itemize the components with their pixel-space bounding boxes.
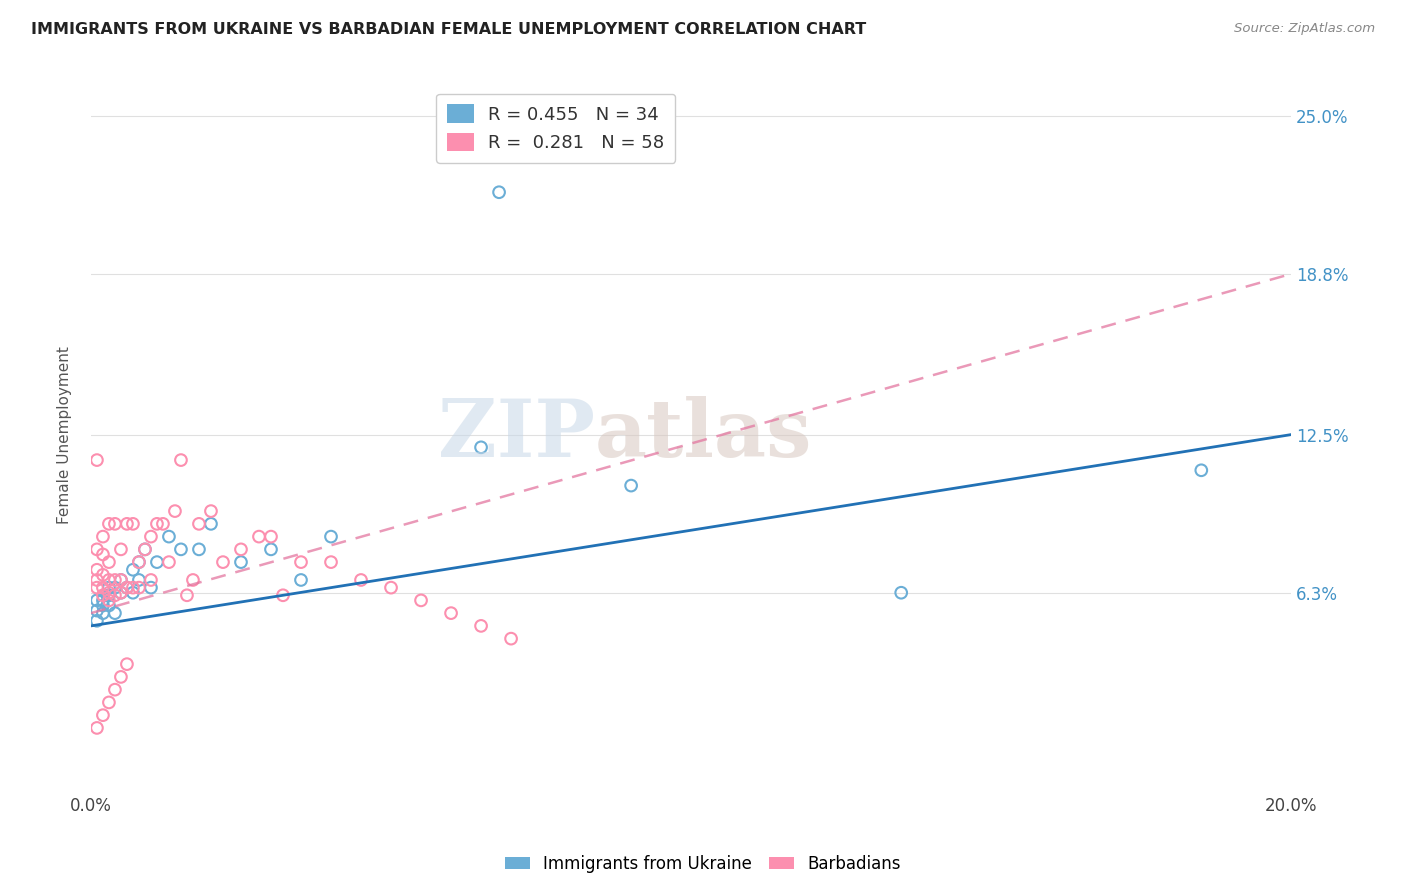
Point [122, 585, 145, 599]
Point [97, 599, 120, 613]
Point [97, 593, 120, 607]
Point [86, 721, 108, 735]
Legend: Immigrants from Ukraine, Barbadians: Immigrants from Ukraine, Barbadians [499, 848, 907, 880]
Point [290, 555, 312, 569]
Point [163, 504, 186, 518]
Point [91, 567, 114, 582]
Text: Source: ZipAtlas.com: Source: ZipAtlas.com [1234, 22, 1375, 36]
Point [1189, 463, 1212, 477]
Point [86, 614, 108, 628]
Point [380, 581, 402, 595]
Point [271, 588, 294, 602]
Point [128, 555, 150, 569]
Text: atlas: atlas [595, 395, 813, 474]
Point [290, 573, 312, 587]
Point [97, 581, 120, 595]
Point [97, 695, 120, 709]
Point [110, 542, 132, 557]
Point [122, 516, 145, 531]
Point [91, 708, 114, 723]
Point [122, 581, 145, 595]
Point [110, 585, 132, 599]
Point [620, 478, 643, 492]
Point [91, 593, 114, 607]
Point [104, 682, 127, 697]
Point [229, 542, 252, 557]
Point [229, 555, 252, 569]
Point [97, 588, 120, 602]
Point [104, 606, 127, 620]
Point [260, 530, 283, 544]
Point [91, 548, 114, 562]
Point [139, 581, 162, 595]
Point [181, 573, 204, 587]
Text: IMMIGRANTS FROM UKRAINE VS BARBADIAN FEMALE UNEMPLOYMENT CORRELATION CHART: IMMIGRANTS FROM UKRAINE VS BARBADIAN FEM… [31, 22, 866, 37]
Point [200, 516, 222, 531]
Point [470, 440, 492, 454]
Point [97, 573, 120, 587]
Legend: R = 0.455   N = 34, R =  0.281   N = 58: R = 0.455 N = 34, R = 0.281 N = 58 [436, 94, 675, 163]
Point [86, 453, 108, 467]
Point [146, 516, 169, 531]
Point [319, 530, 342, 544]
Point [247, 530, 270, 544]
Point [97, 555, 120, 569]
Point [115, 581, 138, 595]
Point [86, 563, 108, 577]
Point [104, 573, 127, 587]
Point [170, 542, 193, 557]
Point [86, 542, 108, 557]
Point [104, 581, 127, 595]
Point [104, 588, 127, 602]
Point [212, 555, 235, 569]
Point [188, 516, 211, 531]
Point [110, 573, 132, 587]
Point [157, 530, 180, 544]
Point [134, 542, 156, 557]
Point [86, 573, 108, 587]
Point [86, 593, 108, 607]
Point [139, 530, 162, 544]
Text: ZIP: ZIP [439, 395, 595, 474]
Point [350, 573, 373, 587]
Point [115, 581, 138, 595]
Point [128, 555, 150, 569]
Y-axis label: Female Unemployment: Female Unemployment [58, 345, 72, 524]
Point [110, 573, 132, 587]
Point [91, 530, 114, 544]
Point [91, 581, 114, 595]
Point [86, 581, 108, 595]
Point [128, 573, 150, 587]
Point [134, 542, 156, 557]
Point [200, 504, 222, 518]
Point [409, 593, 432, 607]
Point [488, 186, 510, 200]
Point [128, 581, 150, 595]
Point [86, 604, 108, 618]
Point [91, 599, 114, 613]
Point [115, 516, 138, 531]
Point [319, 555, 342, 569]
Point [157, 555, 180, 569]
Point [499, 632, 522, 646]
Point [470, 619, 492, 633]
Point [97, 585, 120, 599]
Point [110, 585, 132, 599]
Point [260, 542, 283, 557]
Point [146, 555, 169, 569]
Point [188, 542, 211, 557]
Point [139, 573, 162, 587]
Point [152, 516, 174, 531]
Point [91, 588, 114, 602]
Point [176, 588, 198, 602]
Point [890, 585, 912, 599]
Point [97, 516, 120, 531]
Point [110, 670, 132, 684]
Point [170, 453, 193, 467]
Point [122, 563, 145, 577]
Point [115, 657, 138, 672]
Point [440, 606, 463, 620]
Point [91, 606, 114, 620]
Point [104, 516, 127, 531]
